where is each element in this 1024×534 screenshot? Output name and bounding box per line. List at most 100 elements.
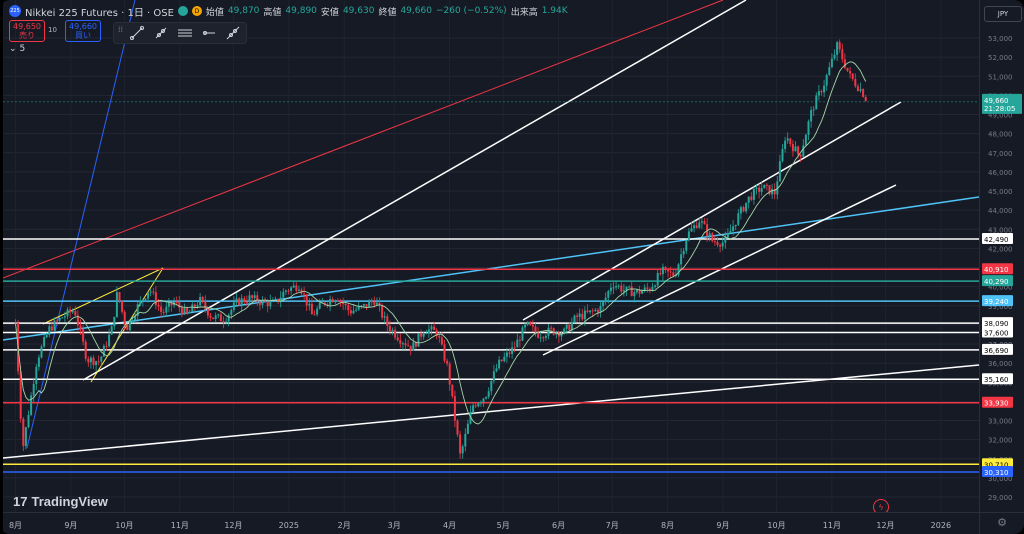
candle-body bbox=[274, 298, 277, 301]
drag-grip-icon[interactable]: ⁞⁞ bbox=[118, 25, 124, 34]
level-label-bg bbox=[982, 465, 1013, 477]
candle-body bbox=[776, 181, 779, 195]
candle-body bbox=[165, 306, 168, 313]
candle-body bbox=[357, 306, 360, 310]
candle-body bbox=[511, 347, 514, 354]
candle-body bbox=[102, 345, 105, 357]
level-label-bg bbox=[982, 326, 1013, 338]
time-axis[interactable]: 8月 9月 10月 11月 12月 2025 2月 3月 4月 5月 6月 7月 8月 9月 10月 11月 1… bbox=[3, 512, 979, 534]
candle-body bbox=[563, 328, 566, 334]
price-chart[interactable] bbox=[3, 0, 979, 512]
level-label: 37,600 bbox=[984, 330, 1009, 338]
x-tick-label: 11月 bbox=[171, 521, 189, 530]
candle-body bbox=[290, 287, 293, 291]
candle-body bbox=[66, 309, 69, 317]
candle-body bbox=[846, 67, 849, 71]
candle-body bbox=[781, 148, 784, 162]
candle-body bbox=[121, 301, 124, 312]
candle-body bbox=[399, 340, 402, 344]
candle-body bbox=[243, 298, 246, 302]
candle-body bbox=[719, 244, 722, 247]
candle-body bbox=[851, 73, 854, 80]
ray-icon[interactable] bbox=[150, 24, 172, 42]
trend-line bbox=[82, 0, 747, 381]
candle-body bbox=[347, 305, 350, 311]
price-axis[interactable]: 53,00052,00051,00050,00049,00048,00047,0… bbox=[979, 0, 1024, 512]
chart-pane[interactable]: 225 Nikkei 225 Futures · 1日 · OSE D 始値 49… bbox=[3, 0, 979, 515]
candle-body bbox=[815, 95, 818, 110]
candle-body bbox=[789, 138, 792, 144]
trend-line-icon[interactable] bbox=[126, 24, 148, 42]
level-label: 39,240 bbox=[984, 298, 1009, 306]
candle-body bbox=[742, 207, 745, 212]
candle-body bbox=[856, 86, 859, 91]
candle-body bbox=[602, 301, 605, 307]
candle-body bbox=[586, 310, 589, 313]
candle-body bbox=[628, 286, 631, 288]
y-tick-label: 53,000 bbox=[988, 35, 1013, 43]
candle-body bbox=[453, 396, 456, 421]
candle-body bbox=[435, 330, 438, 336]
candle-body bbox=[313, 314, 316, 316]
gear-icon[interactable]: ⚙ bbox=[997, 516, 1007, 529]
candle-body bbox=[617, 285, 620, 287]
horizontal-ray-icon[interactable] bbox=[198, 24, 220, 42]
candle-body bbox=[864, 96, 867, 102]
level-label: 30,710 bbox=[984, 461, 1009, 469]
candle-body bbox=[209, 315, 212, 318]
candle-body bbox=[139, 300, 142, 305]
candle-body bbox=[160, 306, 163, 313]
x-tick-label: 5月 bbox=[497, 521, 510, 530]
y-tick-label: 40,000 bbox=[988, 284, 1013, 292]
candle-body bbox=[396, 337, 399, 341]
candle-body bbox=[331, 299, 334, 303]
candle-body bbox=[401, 343, 404, 345]
candle-body bbox=[859, 89, 862, 91]
moving-average-line bbox=[15, 61, 867, 425]
candle-body bbox=[448, 363, 451, 385]
candle-body bbox=[178, 301, 181, 308]
candle-body bbox=[154, 292, 157, 305]
candle-body bbox=[498, 359, 501, 369]
x-tick-label: 10月 bbox=[767, 521, 785, 530]
candle-body bbox=[56, 320, 59, 322]
candle-body bbox=[334, 300, 337, 303]
buy-button[interactable]: 49,660 買い bbox=[65, 20, 101, 42]
delayed-data-icon: D bbox=[191, 6, 202, 16]
candle-body bbox=[700, 221, 703, 223]
candle-body bbox=[633, 292, 636, 297]
candle-body bbox=[157, 304, 160, 307]
candle-body bbox=[513, 347, 516, 349]
x-tick-label: 4月 bbox=[443, 521, 456, 530]
extended-line-icon[interactable] bbox=[222, 24, 244, 42]
symbol-title[interactable]: Nikkei 225 Futures · 1日 · OSE bbox=[25, 7, 174, 19]
y-tick-label: 47,000 bbox=[988, 150, 1013, 158]
y-tick-label: 52,000 bbox=[988, 54, 1013, 62]
candle-body bbox=[381, 305, 384, 318]
candle-body bbox=[310, 303, 313, 315]
candle-body bbox=[199, 296, 202, 306]
candle-body bbox=[193, 304, 196, 307]
candle-body bbox=[672, 272, 675, 277]
candle-body bbox=[544, 335, 547, 338]
candle-body bbox=[95, 361, 98, 366]
candle-body bbox=[825, 75, 828, 86]
candle-body bbox=[336, 300, 339, 302]
candle-body bbox=[804, 134, 807, 146]
candle-body bbox=[482, 398, 485, 403]
parallel-channel-icon[interactable] bbox=[174, 24, 196, 42]
sell-button[interactable]: 49,650 売り bbox=[9, 20, 45, 42]
candle-body bbox=[492, 371, 495, 381]
candle-body bbox=[360, 305, 363, 307]
tradingview-logo[interactable]: 17 TradingView bbox=[13, 494, 108, 509]
indicators-toggle[interactable]: ⌄ 5 bbox=[9, 44, 25, 54]
candle-body bbox=[222, 321, 225, 323]
volume-label: 出来高 bbox=[510, 7, 538, 18]
candle-body bbox=[43, 337, 46, 347]
candle-body bbox=[204, 301, 207, 309]
candle-body bbox=[612, 287, 615, 289]
y-tick-label: 33,000 bbox=[988, 418, 1013, 426]
candle-body bbox=[433, 326, 436, 331]
candle-body bbox=[425, 333, 428, 335]
currency-selector[interactable]: JPY bbox=[984, 6, 1022, 22]
